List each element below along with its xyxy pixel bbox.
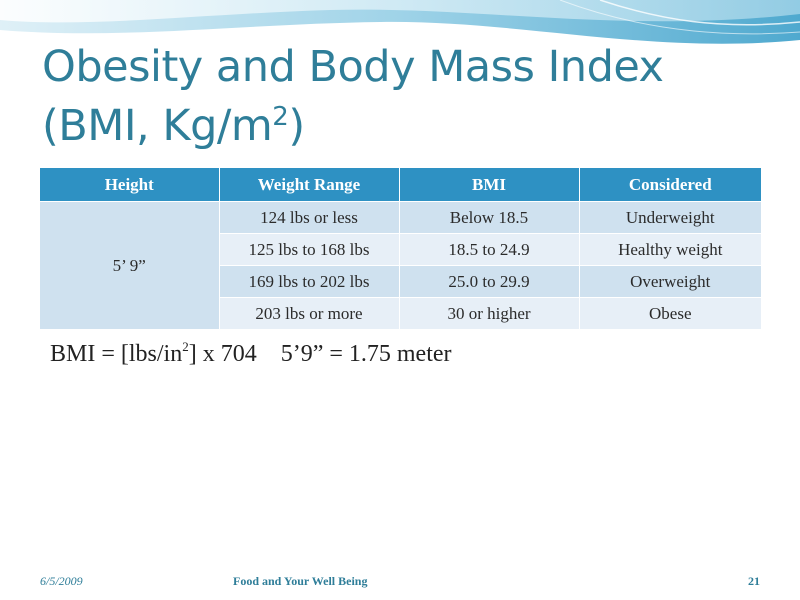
table-row: 125 lbs to 168 lbs 18.5 to 24.9 Healthy …: [40, 233, 761, 266]
formula-superscript: 2: [182, 339, 189, 354]
formula-prefix: BMI = [lbs/in: [50, 341, 183, 367]
bmi-cell: 30 or higher: [399, 297, 580, 329]
bmi-formula: BMI = [lbs/in2] x 704 5’9” = 1.75 meter: [50, 339, 452, 368]
slide-title: Obesity and Body Mass Index (BMI, Kg/m2): [42, 38, 762, 156]
title-line-2-prefix: (BMI, Kg/m: [42, 101, 273, 151]
header-wave-decoration: [0, 0, 800, 60]
title-line-2-suffix: ): [288, 101, 305, 151]
considered-cell: Underweight: [579, 201, 761, 234]
bmi-cell: Below 18.5: [399, 201, 580, 234]
weight-cell: 125 lbs to 168 lbs: [219, 233, 400, 266]
considered-cell: Overweight: [579, 265, 761, 298]
table-row: 203 lbs or more 30 or higher Obese: [40, 297, 761, 329]
header-bmi: BMI: [399, 168, 580, 202]
table-header-row: Height Weight Range BMI Considered: [40, 168, 761, 202]
header-considered: Considered: [579, 168, 761, 202]
formula-suffix: ] x 704 5’9” = 1.75 meter: [188, 341, 452, 367]
weight-cell: 203 lbs or more: [219, 297, 400, 329]
bmi-cell: 25.0 to 29.9: [399, 265, 580, 298]
height-cell: 5’ 9”: [40, 201, 220, 329]
header-weight-range: Weight Range: [219, 168, 400, 202]
title-line-1: Obesity and Body Mass Index: [42, 42, 664, 92]
footer-page-number: 21: [748, 574, 760, 588]
bmi-cell: 18.5 to 24.9: [399, 233, 580, 266]
weight-cell: 124 lbs or less: [219, 201, 400, 234]
footer-title: Food and Your Well Being: [233, 574, 368, 588]
title-superscript: 2: [272, 102, 289, 132]
table-row: 169 lbs to 202 lbs 25.0 to 29.9 Overweig…: [40, 265, 761, 298]
table-row: 5’ 9” 124 lbs or less Below 18.5 Underwe…: [40, 201, 761, 329]
title-line-2: (BMI, Kg/m2): [42, 97, 762, 156]
bmi-table: Height Weight Range BMI Considered 5’ 9”…: [40, 168, 761, 329]
footer-date: 6/5/2009: [40, 574, 83, 588]
considered-cell: Healthy weight: [579, 233, 761, 266]
weight-cell: 169 lbs to 202 lbs: [219, 265, 400, 298]
considered-cell: Obese: [579, 297, 761, 329]
header-height: Height: [40, 168, 220, 202]
